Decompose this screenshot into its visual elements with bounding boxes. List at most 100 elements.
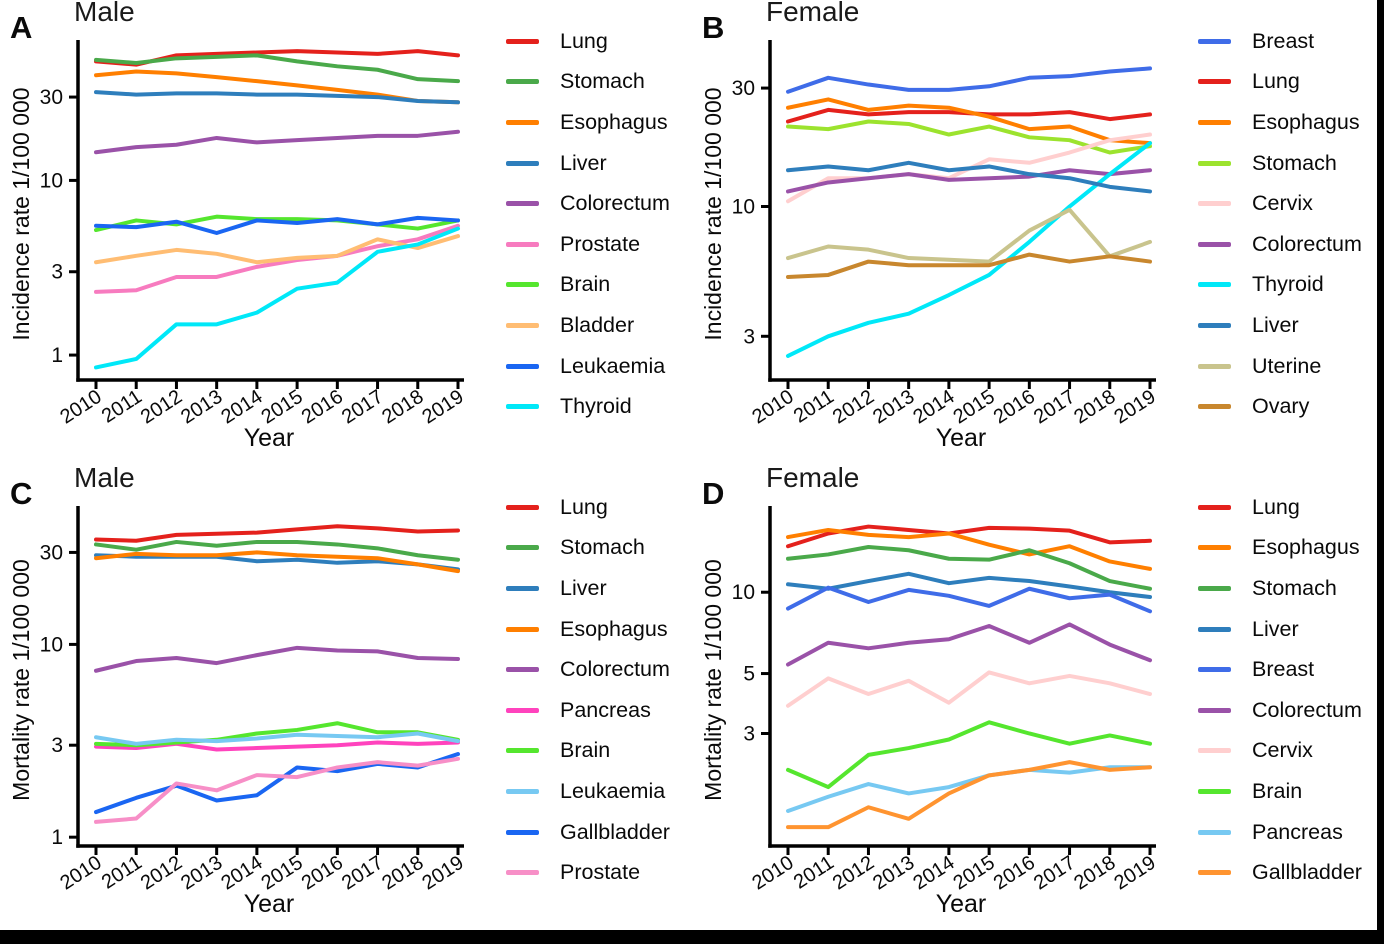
legend-item-stomach: Stomach <box>1198 143 1362 184</box>
legend-item-ovary: Ovary <box>1198 386 1362 427</box>
legend-label: Esophagus <box>1252 535 1360 560</box>
legend-label: Brain <box>1252 778 1303 803</box>
x-tick-label: 2017 <box>338 386 387 429</box>
series-line-gallbladder <box>786 760 1152 830</box>
x-tick-label: 2010 <box>56 386 105 429</box>
legend-label: Esophagus <box>1252 109 1360 134</box>
x-tick-label: 2016 <box>298 852 347 895</box>
series-line-lung <box>786 524 1152 549</box>
x-tick-label: 2010 <box>748 852 797 895</box>
x-tick-label: 2012 <box>137 852 186 895</box>
x-tick-label: 2017 <box>1030 386 1079 429</box>
legend-swatch <box>506 79 539 85</box>
legend-item-cervix: Cervix <box>1198 183 1362 224</box>
x-tick-label: 2015 <box>258 386 307 429</box>
legend-swatch <box>506 241 539 247</box>
legend-label: Pancreas <box>1252 819 1343 844</box>
series-line-colorectum <box>94 645 460 673</box>
legend-swatch <box>1198 788 1231 794</box>
series-line-brain <box>94 721 460 748</box>
legend-swatch <box>506 788 539 794</box>
series-line-brain <box>786 720 1152 790</box>
legend-swatch <box>506 667 539 673</box>
legend-item-lung: Lung <box>506 487 670 528</box>
x-tick-label: 2013 <box>177 852 226 895</box>
legend-swatch <box>1198 282 1231 288</box>
plot-area: 1310302010201120122013201420152016201720… <box>40 40 468 429</box>
legend-item-lung: Lung <box>506 21 670 62</box>
x-axis-label: Year <box>935 424 987 452</box>
legend-label: Breast <box>1252 28 1315 53</box>
legend-swatch <box>1198 585 1231 591</box>
x-tick-label: 2018 <box>378 386 427 429</box>
y-tick-label: 3 <box>743 325 755 348</box>
x-axis-label: Year <box>243 890 295 918</box>
legend-label: Cervix <box>1252 738 1313 763</box>
x-tick-label: 2019 <box>418 852 467 895</box>
legend-item-colorectum: Colorectum <box>506 183 670 224</box>
x-tick-label: 2017 <box>338 852 387 895</box>
legend-swatch <box>1198 870 1231 876</box>
legend-item-gallbladder: Gallbladder <box>1198 852 1362 893</box>
legend-item-esophagus: Esophagus <box>1198 102 1362 143</box>
series-line-stomach <box>786 545 1152 591</box>
legend-swatch <box>1198 504 1231 510</box>
legend-item-liver: Liver <box>506 568 670 609</box>
legend-label: Breast <box>1252 657 1315 682</box>
series-line-colorectum <box>94 129 460 155</box>
panel-label: C <box>10 476 33 511</box>
legend-label: Lung <box>560 28 608 53</box>
legend-label: Colorectum <box>1252 697 1362 722</box>
legend-swatch <box>506 626 539 632</box>
series-line-breast <box>786 585 1152 614</box>
legend-item-prostate: Prostate <box>506 852 670 893</box>
legend: Lung Stomach Liver Esophagus Colorectum Pancr… <box>506 487 670 893</box>
x-tick-label: 2012 <box>829 386 878 429</box>
legend-label: Leukaemia <box>560 778 666 803</box>
legend-swatch <box>506 829 539 835</box>
panel-label: D <box>702 476 725 511</box>
series-line-esophagus <box>94 550 460 574</box>
x-tick-label: 2013 <box>869 852 918 895</box>
legend-swatch <box>506 707 539 713</box>
legend-swatch <box>1198 79 1231 85</box>
legend-swatch <box>1198 201 1231 207</box>
x-tick-label: 2015 <box>950 852 999 895</box>
legend-item-stomach: Stomach <box>1198 568 1362 609</box>
series-line-colorectum <box>786 168 1152 194</box>
series-line-thyroid <box>786 141 1152 358</box>
legend-swatch <box>506 870 539 876</box>
panel-female-incidence: B Female Incidence rate 1/100 000 3 10 30 2… <box>692 0 1384 466</box>
legend-swatch <box>506 160 539 166</box>
legend-label: Esophagus <box>560 616 668 641</box>
x-tick-label: 2011 <box>790 852 838 894</box>
legend-swatch <box>1198 707 1231 713</box>
legend-label: Lung <box>1252 69 1300 94</box>
panel-title: Male <box>74 462 135 493</box>
legend-label: Stomach <box>1252 150 1337 175</box>
legend-label: Liver <box>1252 616 1299 641</box>
x-tick-label: 2017 <box>1030 852 1079 895</box>
y-tick-label: 30 <box>40 86 63 109</box>
series-line-prostate <box>94 756 460 824</box>
series-line-brain <box>94 214 460 233</box>
legend-label: Leukaemia <box>560 353 666 378</box>
series-line-pancreas <box>94 740 460 752</box>
legend-item-liver: Liver <box>1198 305 1362 346</box>
legend-swatch <box>506 282 539 288</box>
series-line-liver <box>94 90 460 105</box>
legend-swatch <box>1198 626 1231 632</box>
y-tick-label: 3 <box>51 261 63 284</box>
series-line-stomach <box>94 53 460 84</box>
panel-label: A <box>10 10 33 45</box>
series-line-stomach <box>94 539 460 562</box>
panel-title: Male <box>74 0 135 27</box>
x-tick-label: 2019 <box>1110 852 1159 895</box>
series-line-leukaemia <box>94 215 460 235</box>
series-line-thyroid <box>94 226 460 370</box>
x-tick-label: 2019 <box>418 386 467 429</box>
legend-swatch <box>506 504 539 510</box>
legend-label: Brain <box>560 272 611 297</box>
plot-area: 3 5 10 201020112012201320142015201620172018… <box>732 506 1160 895</box>
legend-swatch <box>506 201 539 207</box>
